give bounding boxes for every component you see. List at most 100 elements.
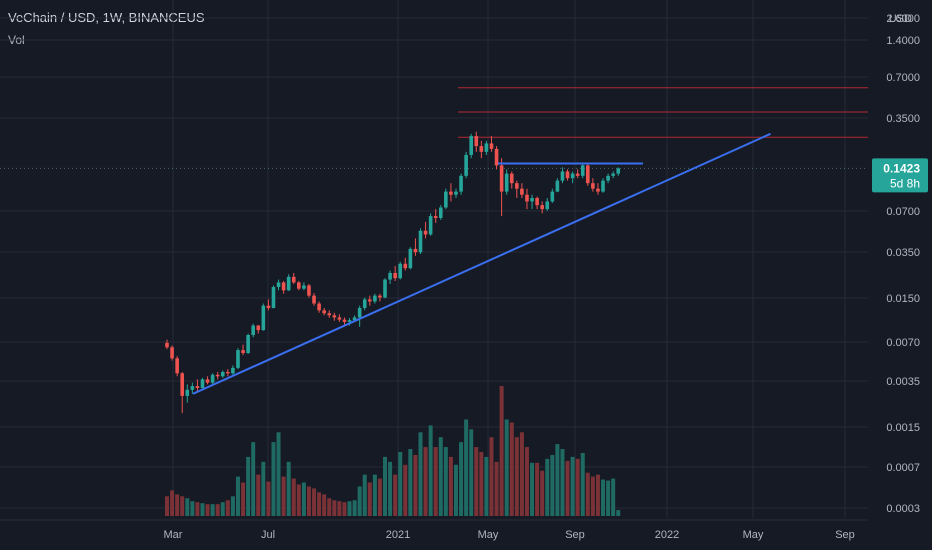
price-tick-label: 0.0007 [886, 462, 920, 474]
volume-bar [550, 454, 555, 516]
drawings [192, 132, 771, 395]
candle-body [352, 317, 357, 321]
candle-body [368, 299, 372, 302]
candle-body [484, 143, 489, 152]
candle-body [337, 317, 342, 320]
candle-body [291, 276, 296, 283]
candle-body [246, 335, 250, 354]
candle-body [266, 305, 271, 308]
candle-body [454, 191, 458, 195]
volume-bar [271, 442, 276, 516]
volume-bar [170, 490, 175, 516]
volume-bar [509, 422, 514, 516]
candle-body [459, 175, 463, 192]
candle-body [474, 136, 479, 147]
volume-bar [337, 501, 342, 516]
candle-body [509, 173, 514, 184]
volume-bar [352, 500, 357, 516]
volume-bar [428, 425, 433, 516]
candle-body [575, 173, 580, 176]
volume-bar [347, 501, 352, 516]
volume-bar [306, 486, 311, 516]
candle-body [418, 230, 423, 253]
volume-bar [291, 478, 296, 516]
candle-body [489, 143, 494, 149]
candle-body [302, 285, 306, 289]
volume-bar [585, 472, 590, 516]
candle-body [312, 295, 316, 304]
candle-body [520, 188, 524, 195]
volume-bar [225, 500, 230, 516]
volume-bar [215, 504, 220, 516]
price-tick-label: 0.0350 [886, 247, 920, 259]
volume-bar [433, 447, 438, 516]
candle-body [413, 248, 418, 253]
candle-body [580, 165, 585, 176]
volume-bar [540, 470, 545, 516]
candle-body [200, 379, 205, 388]
volume-bar [266, 481, 271, 516]
last-price-label: 0.1423 [883, 161, 920, 175]
time-tick-label: Mar [164, 529, 183, 541]
volume-bar [535, 462, 540, 516]
candle-body [469, 136, 473, 155]
candle-body [307, 285, 311, 296]
candle-body [347, 320, 352, 322]
candle-body [317, 303, 321, 311]
volume-bar [448, 456, 453, 516]
volume-bar [438, 437, 443, 516]
candle-body [570, 173, 575, 179]
time-tick-label: Sep [835, 529, 855, 541]
time-tick-label: Jul [261, 529, 275, 541]
volume-bar [246, 456, 251, 516]
candle-body [423, 230, 428, 235]
volume-bar [530, 462, 535, 516]
candle-body [611, 173, 615, 176]
volume-bar [519, 432, 524, 516]
volume-bar [241, 482, 246, 516]
bar-countdown-label: 5d 8h [890, 176, 920, 190]
candle-body [205, 379, 210, 383]
candle-body [281, 282, 286, 291]
volume-bar [220, 502, 225, 516]
candle-body [297, 282, 301, 289]
price-tick-label: 0.0035 [886, 376, 920, 388]
candle-body [444, 191, 448, 208]
price-tick-label: 0.0003 [886, 503, 920, 515]
candle-body [195, 386, 200, 388]
volume-bar [560, 449, 565, 516]
candle-body [175, 358, 179, 374]
volume-bar [555, 444, 560, 516]
candle-body [464, 154, 468, 176]
candle-body [180, 373, 185, 396]
candle-body [190, 386, 195, 390]
last-price-badge [872, 158, 928, 193]
volume-bar [595, 474, 600, 516]
volume-bar [616, 510, 621, 516]
candle-body [586, 165, 590, 184]
candle-body [322, 310, 326, 314]
candle-body [185, 389, 190, 396]
candle-body [504, 173, 509, 192]
volume-bar [327, 498, 332, 516]
candle-body [236, 350, 240, 368]
candle-body [555, 180, 560, 192]
volume-bar [423, 447, 428, 516]
candle-body [271, 287, 276, 308]
candle-body [357, 307, 362, 318]
candle-body [606, 175, 610, 181]
volume-bar [362, 474, 367, 516]
volume-bar [322, 494, 327, 516]
volume-bar [469, 429, 474, 516]
volume-bar [545, 458, 550, 516]
candle-body [393, 272, 397, 279]
volume-bar [195, 502, 200, 516]
candle-body [388, 272, 392, 280]
volume-bar [575, 458, 580, 516]
candle-body [373, 295, 377, 302]
volume-bar [601, 479, 606, 516]
volume-bar [286, 461, 291, 516]
candle-body [398, 263, 403, 279]
volume-bar [580, 452, 585, 516]
